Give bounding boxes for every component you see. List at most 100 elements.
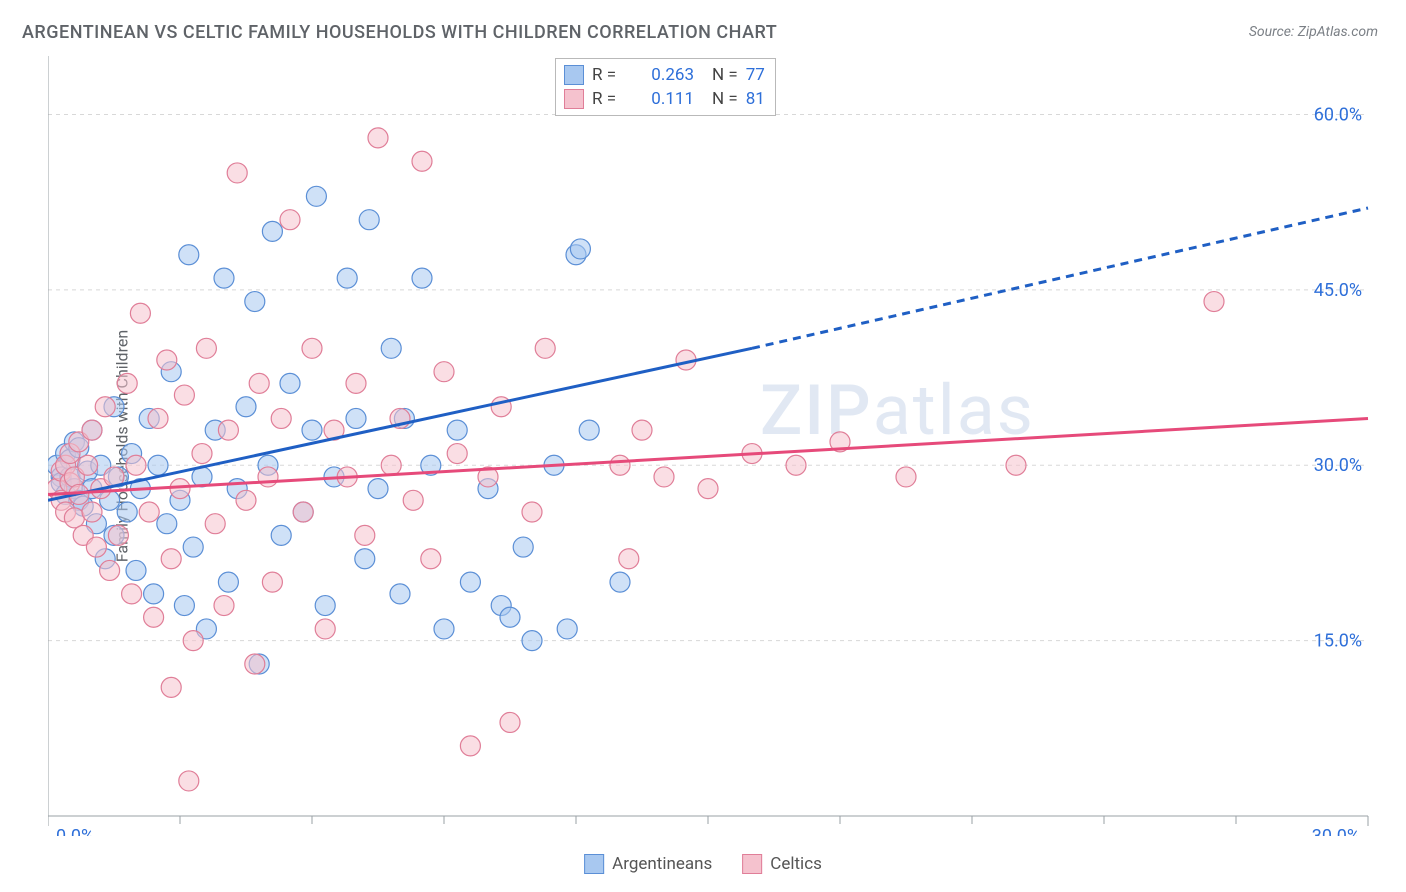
series-legend: Argentineans Celtics	[584, 854, 822, 874]
legend-label: Celtics	[770, 854, 822, 874]
data-point	[293, 502, 313, 522]
y-tick-label: 30.0%	[1314, 455, 1362, 476]
data-point	[262, 572, 282, 592]
chart-title: ARGENTINEAN VS CELTIC FAMILY HOUSEHOLDS …	[22, 22, 777, 43]
data-point	[174, 596, 194, 616]
data-point	[280, 373, 300, 393]
data-point	[280, 210, 300, 230]
y-tick-label: 45.0%	[1314, 280, 1362, 301]
data-point	[355, 549, 375, 569]
data-point	[179, 771, 199, 791]
data-point	[78, 455, 98, 475]
data-point	[522, 631, 542, 651]
data-point	[249, 373, 269, 393]
data-point	[359, 210, 379, 230]
source-attribution: Source: ZipAtlas.com	[1249, 24, 1378, 40]
data-point	[161, 677, 181, 697]
legend-n-value: 81	[746, 89, 765, 109]
data-point	[619, 549, 639, 569]
data-point	[227, 163, 247, 183]
data-point	[174, 385, 194, 405]
legend-r-value: 0.263	[634, 65, 694, 85]
correlation-legend: R = 0.263 N = 77 R = 0.111 N = 81	[555, 58, 776, 116]
data-point	[218, 572, 238, 592]
legend-item: Argentineans	[584, 854, 712, 874]
data-point	[447, 420, 467, 440]
data-point	[698, 479, 718, 499]
legend-swatch	[564, 65, 584, 85]
data-point	[144, 584, 164, 604]
legend-swatch	[584, 854, 604, 874]
data-point	[100, 560, 120, 580]
data-point	[148, 455, 168, 475]
data-point	[513, 537, 533, 557]
y-tick-label: 15.0%	[1314, 631, 1362, 652]
legend-r-label: R =	[592, 65, 626, 85]
data-point	[262, 221, 282, 241]
data-point	[654, 467, 674, 487]
data-point	[579, 420, 599, 440]
data-point	[122, 584, 142, 604]
data-point	[570, 239, 590, 259]
legend-r-value: 0.111	[634, 89, 694, 109]
data-point	[302, 420, 322, 440]
data-point	[82, 502, 102, 522]
data-point	[271, 525, 291, 545]
data-point	[557, 619, 577, 639]
data-point	[196, 338, 216, 358]
legend-n-label: N =	[712, 89, 738, 109]
data-point	[1006, 455, 1026, 475]
data-point	[610, 455, 630, 475]
data-point	[500, 607, 520, 627]
legend-n-label: N =	[712, 65, 738, 85]
data-point	[337, 268, 357, 288]
data-point	[95, 397, 115, 417]
trend-line-extrapolated	[752, 208, 1368, 348]
data-point	[148, 408, 168, 428]
data-point	[86, 537, 106, 557]
data-point	[157, 350, 177, 370]
legend-r-label: R =	[592, 89, 626, 109]
data-point	[896, 467, 916, 487]
data-point	[381, 455, 401, 475]
data-point	[368, 479, 388, 499]
data-point	[117, 502, 137, 522]
svg-text:30.0%: 30.0%	[1312, 826, 1360, 836]
data-point	[144, 607, 164, 627]
data-point	[460, 736, 480, 756]
data-point	[306, 186, 326, 206]
data-point	[786, 455, 806, 475]
legend-row: R = 0.111 N = 81	[564, 87, 765, 111]
y-tick-label: 60.0%	[1314, 104, 1362, 125]
data-point	[522, 502, 542, 522]
legend-n-value: 77	[746, 65, 765, 85]
data-point	[346, 373, 366, 393]
data-point	[434, 362, 454, 382]
data-point	[315, 596, 335, 616]
legend-swatch	[564, 89, 584, 109]
data-point	[214, 268, 234, 288]
data-point	[403, 490, 423, 510]
data-point	[434, 619, 454, 639]
data-point	[130, 303, 150, 323]
data-point	[236, 397, 256, 417]
data-point	[64, 508, 84, 528]
data-point	[205, 514, 225, 534]
data-point	[412, 268, 432, 288]
data-point	[117, 373, 137, 393]
data-point	[460, 572, 480, 592]
data-point	[346, 408, 366, 428]
data-point	[258, 467, 278, 487]
data-point	[302, 338, 322, 358]
data-point	[245, 654, 265, 674]
data-point	[183, 537, 203, 557]
data-point	[183, 631, 203, 651]
data-point	[368, 128, 388, 148]
data-point	[218, 420, 238, 440]
data-point	[126, 455, 146, 475]
data-point	[192, 444, 212, 464]
data-point	[214, 596, 234, 616]
svg-text:0.0%: 0.0%	[56, 826, 94, 836]
legend-swatch	[742, 854, 762, 874]
scatter-chart: 15.0% 30.0% 45.0% 60.0% 0.0% 30.0%	[48, 56, 1378, 836]
